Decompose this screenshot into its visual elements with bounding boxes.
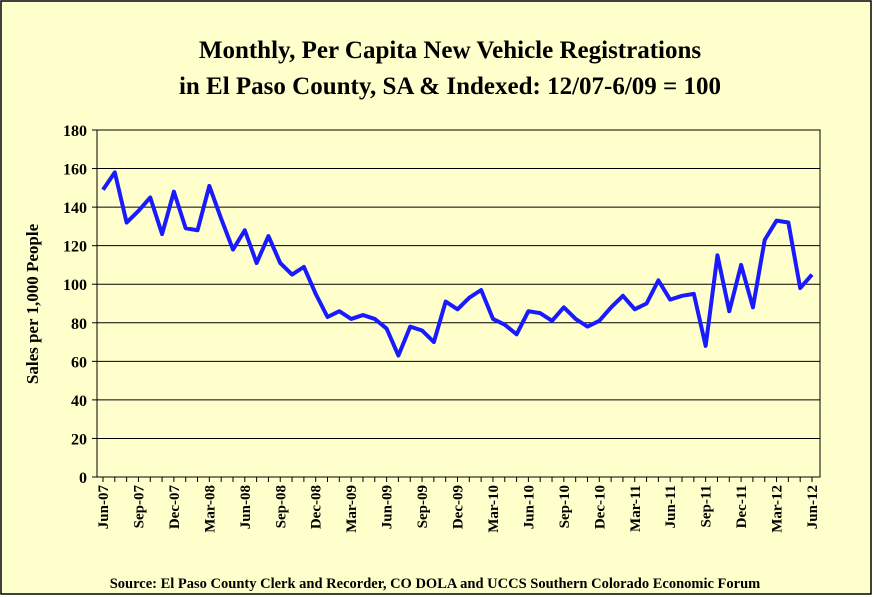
x-tick-label: Jun-10: [521, 485, 537, 529]
x-tick-label: Jun-11: [663, 485, 679, 528]
y-tick-label: 60: [71, 354, 87, 371]
y-tick-label: 40: [71, 393, 87, 410]
x-tick-label: Jun-08: [238, 485, 254, 529]
x-tick-label: Sep-11: [699, 485, 715, 528]
x-tick-label: Mar-12: [770, 485, 786, 533]
x-tick-label: Sep-10: [557, 485, 573, 528]
x-tick-label: Jun-12: [805, 485, 821, 529]
y-tick-label: 80: [71, 316, 87, 333]
x-tick-label: Jun-07: [96, 485, 112, 530]
x-tick-label: Dec-08: [309, 485, 325, 529]
x-tick-label: Dec-09: [451, 485, 467, 529]
data-line: [101, 170, 814, 358]
y-tick-label: 160: [63, 162, 87, 179]
x-tick-label: Mar-08: [202, 485, 218, 533]
x-tick-label: Mar-09: [344, 485, 360, 533]
x-tick-label: Sep-07: [131, 485, 147, 529]
y-tick-label: 100: [63, 277, 87, 294]
x-tick-label: Dec-10: [592, 485, 608, 529]
chart-title: in El Paso County, SA & Indexed: 12/07-6…: [179, 73, 721, 100]
source-note: Source: El Paso County Clerk and Recorde…: [110, 576, 761, 592]
x-tick-label: Dec-07: [167, 485, 183, 530]
y-tick-label: 20: [71, 431, 87, 448]
x-tick-label: Sep-08: [273, 485, 289, 528]
x-tick-label: Mar-10: [486, 485, 502, 533]
chart-title: Monthly, Per Capita New Vehicle Registra…: [199, 37, 702, 64]
x-tick-label: Sep-09: [415, 485, 431, 528]
y-tick-label: 120: [63, 239, 87, 256]
y-tick-label: 0: [79, 470, 87, 487]
y-axis-label: Sales per 1,000 People: [23, 223, 42, 384]
x-tick-label: Jun-09: [380, 485, 396, 529]
y-tick-label: 140: [63, 200, 87, 217]
x-tick-label: Mar-11: [628, 485, 644, 532]
y-tick-label: 180: [63, 123, 87, 140]
x-tick-label: Dec-11: [734, 485, 750, 528]
